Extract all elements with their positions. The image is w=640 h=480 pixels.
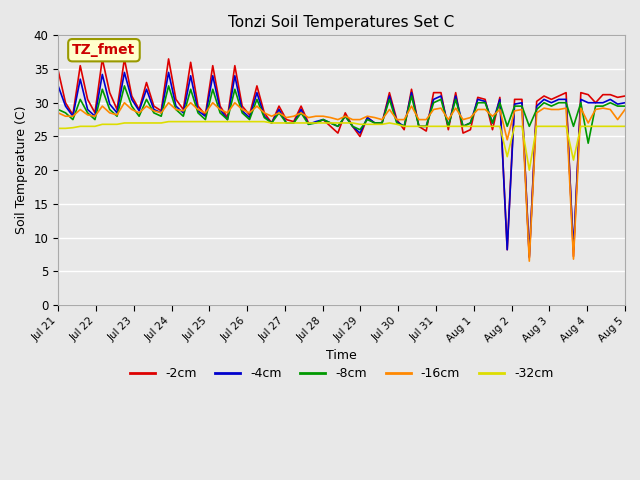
Legend: -2cm, -4cm, -8cm, -16cm, -32cm: -2cm, -4cm, -8cm, -16cm, -32cm <box>125 362 558 385</box>
Title: Tonzi Soil Temperatures Set C: Tonzi Soil Temperatures Set C <box>228 15 454 30</box>
Text: TZ_fmet: TZ_fmet <box>72 43 136 57</box>
Y-axis label: Soil Temperature (C): Soil Temperature (C) <box>15 106 28 234</box>
X-axis label: Time: Time <box>326 349 357 362</box>
